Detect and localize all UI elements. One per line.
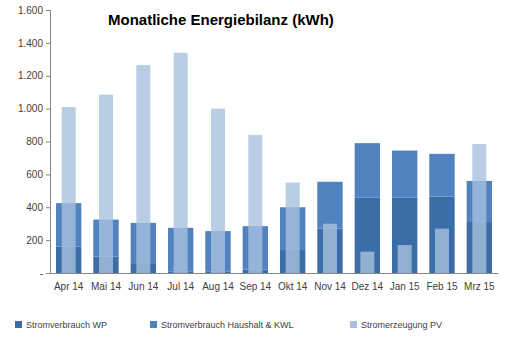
bars — [56, 53, 492, 273]
y-tick: - — [40, 268, 50, 279]
x-tick: Mrz 15 — [464, 273, 495, 292]
bar — [398, 245, 412, 273]
x-tick: Okt 14 — [278, 273, 308, 292]
y-tick: 400 — [26, 202, 50, 213]
stacked-bar — [355, 143, 380, 197]
x-tick-label: Mai 14 — [91, 281, 121, 292]
x-axis: Apr 14 Mai 14 Jun 14 Jul 14 Aug 14 Sep 14 Okt … — [51, 273, 499, 292]
y-tick: 1.400 — [18, 38, 50, 49]
x-tick: Nov 14 — [314, 273, 346, 292]
y-tick-label: 400 — [26, 202, 43, 213]
x-tick-label: Dez 14 — [351, 281, 383, 292]
x-tick: Aug 14 — [202, 273, 234, 292]
plot: - 200 400 600 800 1.000 1.200 1.400 1.600 Apr 14 M… — [18, 5, 499, 292]
x-tick-label: Jun 14 — [128, 281, 158, 292]
y-tick-label: 600 — [26, 169, 43, 180]
bar — [174, 53, 188, 273]
x-tick-label: Okt 14 — [278, 281, 308, 292]
y-tick: 1.000 — [18, 103, 50, 114]
y-tick: 600 — [26, 169, 50, 180]
y-tick-label: - — [40, 268, 43, 279]
y-tick-mark — [46, 142, 50, 143]
bar — [248, 135, 262, 273]
bar — [286, 183, 300, 273]
legend-swatch — [15, 321, 22, 328]
legend-label: Stromverbrauch Haushalt & KWL — [161, 320, 294, 330]
bar — [211, 109, 225, 273]
x-tick-label: Jan 15 — [390, 281, 420, 292]
x-tick-label: Feb 15 — [426, 281, 458, 292]
y-tick-mark — [46, 109, 50, 110]
chart: - 200 400 600 800 1.000 1.200 1.400 1.600 Apr 14 M… — [0, 0, 506, 342]
y-tick-mark — [46, 10, 50, 11]
x-tick: Apr 14 — [54, 273, 84, 292]
x-tick: Jan 15 — [390, 273, 420, 292]
stacked-bar — [392, 197, 417, 273]
x-tick-label: Sep 14 — [239, 281, 271, 292]
y-axis-line — [46, 11, 51, 274]
title: Monatliche Energiebilanz (kWh) — [108, 11, 334, 28]
legend: Stromverbrauch WP Stromverbrauch Haushalt… — [15, 320, 442, 330]
legend-item: Stromverbrauch WP — [15, 320, 107, 330]
bar — [62, 107, 76, 273]
x-tick-label: Apr 14 — [54, 281, 84, 292]
x-tick: Jun 14 — [128, 273, 158, 292]
bar — [323, 224, 337, 273]
legend-swatch — [150, 321, 157, 328]
bar — [360, 252, 374, 273]
x-tick: Jul 14 — [167, 273, 194, 292]
stacked-bar — [429, 154, 454, 197]
legend-label: Stromverbrauch WP — [26, 320, 107, 330]
y-tick-mark — [46, 240, 50, 241]
x-tick-label: Aug 14 — [202, 281, 234, 292]
y-axis: - 200 400 600 800 1.000 1.200 1.400 1.600 — [18, 5, 51, 279]
y-tick-label: 800 — [26, 136, 43, 147]
stacked-bar — [355, 197, 380, 273]
y-tick-mark — [46, 76, 50, 77]
legend-item: Stromerzeugung PV — [350, 320, 442, 330]
bar — [136, 65, 150, 273]
bar — [435, 229, 449, 273]
y-tick-label: 200 — [26, 235, 43, 246]
y-tick-label: 1.200 — [18, 70, 43, 81]
legend-swatch — [350, 321, 357, 328]
y-tick-mark — [46, 207, 50, 208]
stacked-bar — [317, 182, 342, 229]
y-tick-label: 1.600 — [18, 5, 43, 16]
x-tick: Sep 14 — [239, 273, 271, 292]
stacked-bar — [429, 197, 454, 273]
legend-item: Stromverbrauch Haushalt & KWL — [150, 320, 294, 330]
x-tick-label: Jul 14 — [167, 281, 194, 292]
y-tick-mark — [46, 174, 50, 175]
y-tick-label: 1.400 — [18, 38, 43, 49]
x-tick: Mai 14 — [91, 273, 121, 292]
bar — [99, 95, 113, 273]
y-tick-mark — [46, 273, 50, 274]
y-tick-label: 1.000 — [18, 103, 43, 114]
x-tick: Feb 15 — [426, 273, 458, 292]
x-tick: Dez 14 — [351, 273, 383, 292]
x-axis-line — [51, 273, 499, 274]
y-tick: 1.600 — [18, 5, 50, 16]
x-tick-label: Mrz 15 — [464, 281, 495, 292]
y-tick: 800 — [26, 136, 50, 147]
x-tick-label: Nov 14 — [314, 281, 346, 292]
y-tick: 200 — [26, 235, 50, 246]
stacked-bar — [392, 151, 417, 198]
bar — [472, 144, 486, 273]
legend-label: Stromerzeugung PV — [361, 320, 442, 330]
y-tick: 1.200 — [18, 70, 50, 81]
y-tick-mark — [46, 43, 50, 44]
